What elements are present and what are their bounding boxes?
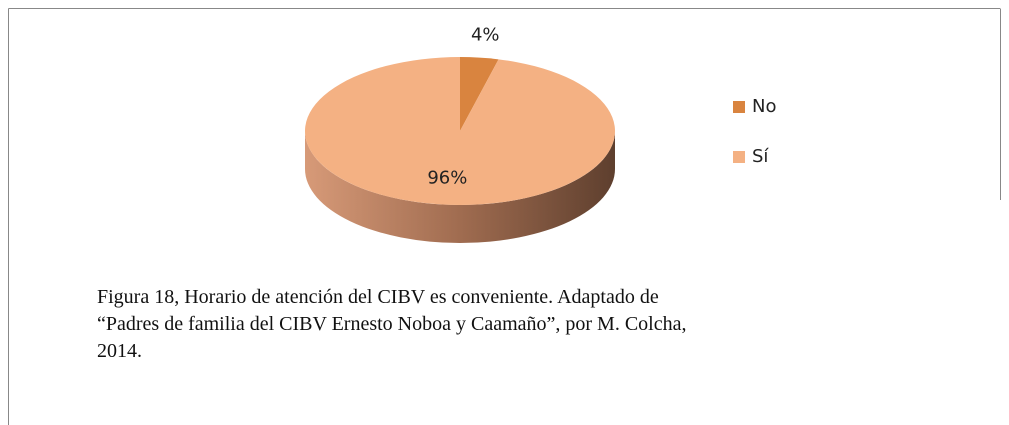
caption-line: “Padres de familia del CIBV Ernesto Nobo… (97, 313, 686, 335)
pie-slice (305, 57, 615, 205)
legend-label: No (752, 96, 776, 117)
frame (8, 8, 1001, 425)
caption-line: 2014. (97, 340, 142, 362)
data-label: 4% (471, 25, 500, 46)
pie-side (305, 131, 615, 243)
legend-swatch (733, 101, 745, 113)
data-label: 96% (427, 168, 467, 189)
legend-label: Sí (752, 146, 769, 167)
legend-swatch (733, 151, 745, 163)
pie-slice (460, 57, 499, 131)
caption-line: Figura 18, Horario de atención del CIBV … (97, 286, 659, 308)
